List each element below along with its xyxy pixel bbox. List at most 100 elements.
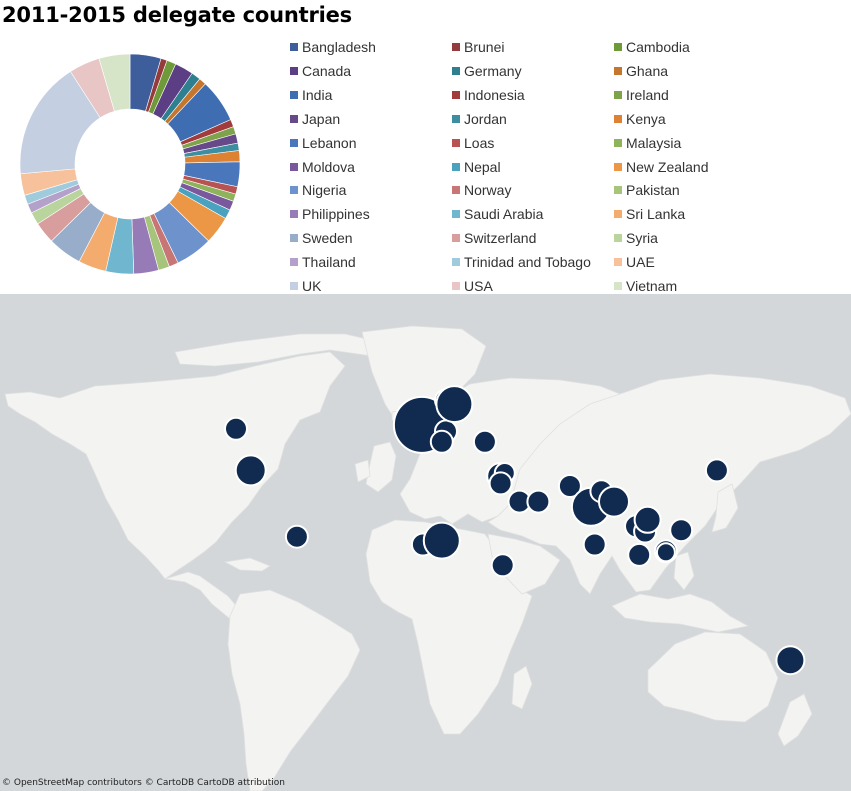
map-marker-usa[interactable]: [234, 454, 267, 487]
legend-label: Jordan: [464, 110, 507, 127]
legend-swatch: [614, 282, 622, 290]
legend-swatch: [452, 234, 460, 243]
uk-land: [365, 441, 397, 493]
caribbean-land: [223, 557, 271, 572]
legend-label: Malaysia: [626, 134, 682, 151]
legend-swatch: [290, 210, 298, 219]
legend-item-loas: Loas: [452, 134, 494, 152]
legend-swatch: [452, 210, 460, 219]
legend-label: Bangladesh: [302, 39, 376, 55]
map-marker-bangladesh[interactable]: [598, 485, 630, 518]
world-map[interactable]: © OpenStreetMap contributors © CartoDB C…: [0, 294, 851, 791]
legend-swatch: [452, 66, 460, 75]
map-marker-sweden[interactable]: [435, 385, 474, 424]
donut-slice-vietnam: [98, 53, 131, 112]
legend-label: Philippines: [302, 206, 370, 223]
legend-swatch: [452, 258, 460, 267]
africa-land: [365, 519, 533, 735]
map-marker-nigeria[interactable]: [422, 521, 461, 560]
asia-land: [487, 373, 851, 595]
map-marker-switzerland[interactable]: [429, 429, 454, 454]
legend-item-brunei: Brunei: [452, 38, 504, 56]
legend-label: Nepal: [464, 158, 501, 175]
legend-item-canada: Canada: [290, 62, 351, 80]
legend-label: Ireland: [626, 86, 669, 103]
map-marker-japan[interactable]: [704, 458, 729, 483]
legend-item-norway: Norway: [452, 181, 511, 199]
legend-label: Syria: [626, 230, 658, 247]
legend-item-jordan: Jordan: [452, 110, 507, 128]
legend-item-saudi-arabia: Saudi Arabia: [452, 205, 543, 223]
legend-label: Cambodia: [626, 39, 690, 55]
map-marker-kenya[interactable]: [490, 553, 515, 578]
map-marker-uae[interactable]: [526, 489, 551, 514]
legend-label: USA: [464, 278, 493, 294]
legend-label: Lebanon: [302, 134, 357, 151]
legend-swatch: [614, 258, 622, 267]
australia-land: [647, 631, 779, 723]
legend-label: Nigeria: [302, 182, 347, 199]
legend-swatch: [290, 43, 298, 51]
marker-layer: [224, 385, 806, 676]
legend-swatch: [290, 138, 298, 147]
legend-label: Norway: [464, 182, 512, 199]
legend-item-vietnam: Vietnam: [614, 277, 677, 295]
map-marker-moldova[interactable]: [472, 429, 497, 454]
legend-item-nepal: Nepal: [452, 158, 501, 176]
legend-label: Moldova: [302, 158, 355, 175]
legend-swatch: [614, 162, 622, 171]
south-america-land: [227, 589, 361, 791]
philippines-land: [673, 551, 695, 591]
legend-label: Thailand: [302, 254, 356, 271]
legend-item-ghana: Ghana: [614, 62, 668, 80]
southeast-asia-islands-land: [611, 593, 750, 633]
legend-item-nigeria: Nigeria: [290, 181, 346, 199]
legend-swatch: [614, 114, 622, 123]
land-layer: [4, 325, 851, 791]
map-marker-indonesia[interactable]: [655, 542, 676, 563]
legend-label: UK: [302, 278, 322, 294]
legend-item-sri-lanka: Sri Lanka: [614, 205, 685, 223]
map-marker-sri-lanka[interactable]: [582, 532, 607, 557]
legend-item-usa: USA: [452, 277, 493, 295]
map-marker-jordan[interactable]: [488, 471, 513, 496]
legend-label: Canada: [302, 62, 352, 79]
legend-swatch: [290, 258, 298, 267]
legend-item-philippines: Philippines: [290, 205, 370, 223]
legend-item-germany: Germany: [452, 62, 522, 80]
map-marker-new-zealand[interactable]: [775, 645, 806, 676]
legend-label: Switzerland: [464, 230, 537, 247]
map-marker-pakistan[interactable]: [557, 474, 582, 498]
map-marker-malaysia[interactable]: [627, 542, 652, 567]
legend-swatch: [290, 282, 298, 290]
legend-item-moldova: Moldova: [290, 158, 355, 176]
legend-swatch: [290, 234, 298, 243]
legend-item-india: India: [290, 86, 332, 104]
legend-item-kenya: Kenya: [614, 110, 666, 128]
legend-label: UAE: [626, 254, 655, 271]
legend-label: Japan: [302, 110, 341, 127]
legend-label: Vietnam: [626, 278, 678, 294]
legend-swatch: [614, 90, 622, 99]
legend-swatch: [290, 162, 298, 171]
legend-swatch: [452, 162, 460, 171]
legend-item-sweden: Sweden: [290, 229, 353, 247]
legend-label: Sweden: [302, 230, 353, 247]
legend-swatch: [452, 138, 460, 147]
map-marker-trinidad-and-tobago[interactable]: [284, 524, 309, 549]
legend-item-trinidad-and-tobago: Trinidad and Tobago: [452, 253, 591, 271]
legend-item-ireland: Ireland: [614, 86, 669, 104]
japan-land: [711, 483, 739, 533]
ireland-land: [354, 459, 371, 483]
legend-swatch: [290, 114, 298, 123]
map-marker-canada[interactable]: [224, 416, 248, 441]
legend-label: Kenya: [626, 110, 666, 127]
madagascar-land: [511, 665, 533, 710]
legend-swatch: [290, 90, 298, 99]
map-marker-vietnam[interactable]: [633, 505, 662, 534]
legend-item-pakistan: Pakistan: [614, 181, 680, 199]
map-marker-philippines[interactable]: [669, 518, 694, 543]
legend-swatch: [614, 43, 622, 51]
chart-legend: Bangladesh Brunei Cambodia Canada Germany Gha…: [290, 38, 850, 294]
north-america-land: [4, 351, 346, 580]
